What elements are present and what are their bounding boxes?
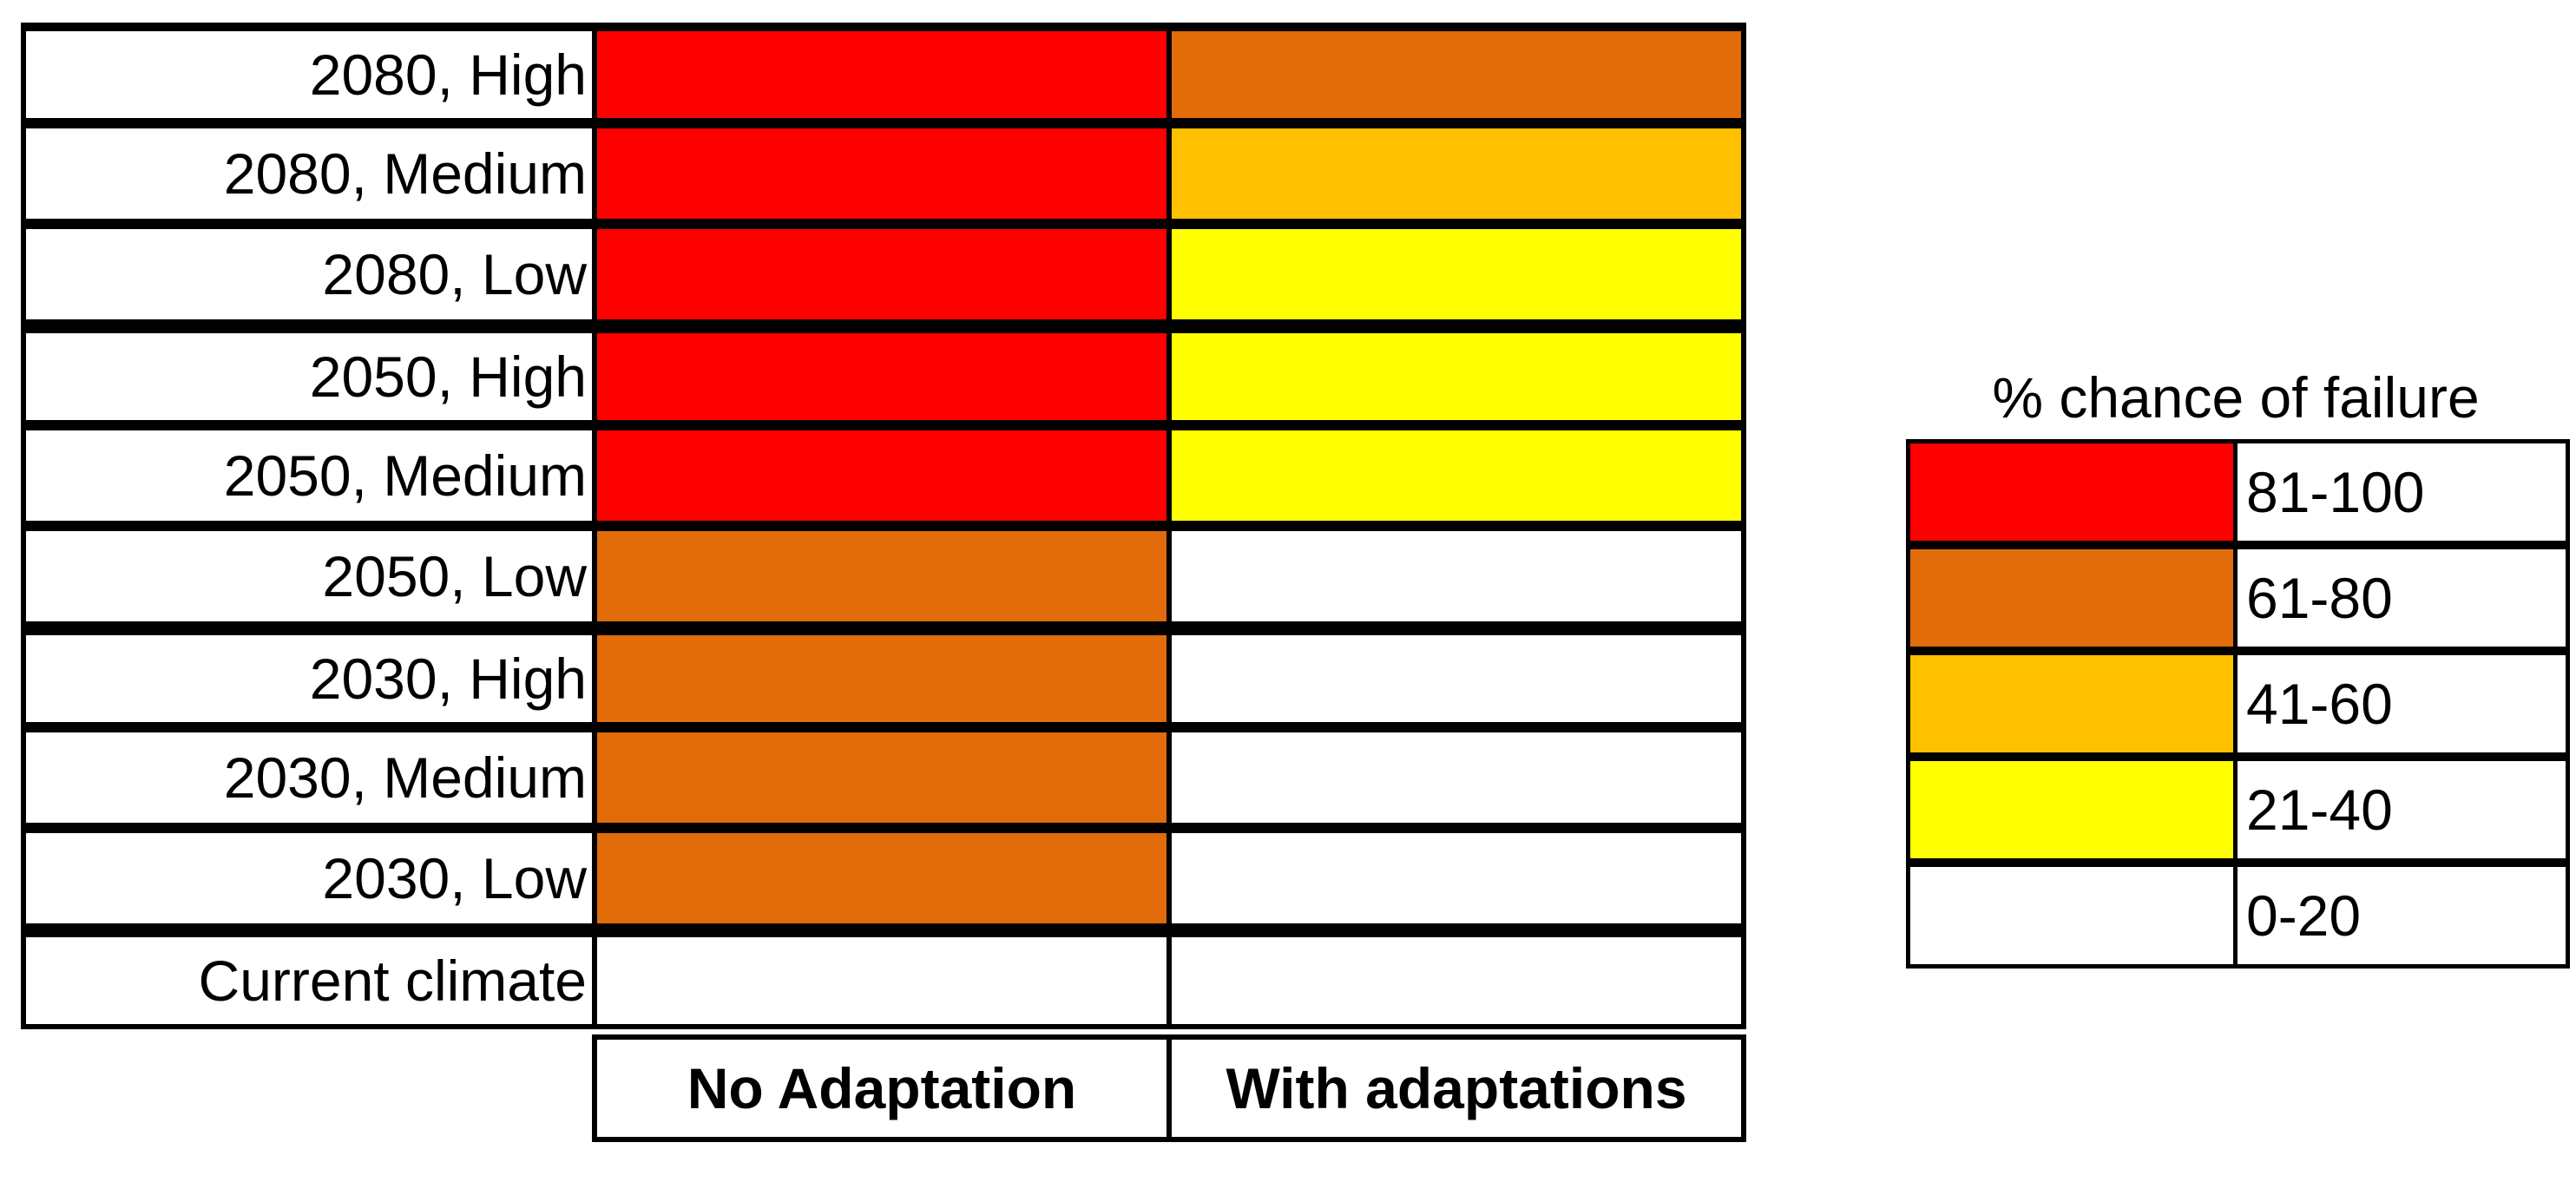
legend-title: % chance of failure — [1992, 365, 2480, 430]
heatmap-cell — [592, 325, 1172, 425]
legend: % chance of failure 81-100 61-80 41-60 21-4… — [1906, 356, 2570, 969]
column-label: With adaptations — [1166, 1034, 1746, 1142]
heatmap-cell — [1166, 325, 1746, 425]
heatmap-cell — [1166, 425, 1746, 526]
legend-row: 61-80 — [1906, 545, 2570, 651]
heatmap-cell — [592, 929, 1172, 1029]
matrix-row: 2080, High — [21, 23, 1746, 123]
row-label: 2080, High — [21, 23, 597, 123]
matrix-row: 2050, Medium — [21, 425, 1746, 526]
heatmap-cell — [1166, 123, 1746, 224]
row-label: 2050, Medium — [21, 425, 597, 526]
legend-row: 0-20 — [1906, 863, 2570, 969]
legend-swatch — [1906, 757, 2238, 863]
failure-matrix: 2080, High 2080, Medium 2080, Low 2050, Hig… — [21, 23, 1746, 1142]
legend-range-label: 0-20 — [2233, 863, 2570, 969]
heatmap-cell — [592, 23, 1172, 123]
heatmap-cell — [1166, 526, 1746, 627]
legend-row: 41-60 — [1906, 651, 2570, 757]
heatmap-cell — [1166, 224, 1746, 325]
matrix-row: 2030, Medium — [21, 727, 1746, 828]
heatmap-cell — [1166, 929, 1746, 1029]
heatmap-cell — [592, 828, 1172, 929]
row-label: 2080, Medium — [21, 123, 597, 224]
legend-swatch — [1906, 651, 2238, 757]
matrix-row: 2030, High — [21, 627, 1746, 727]
matrix-row: 2050, High — [21, 325, 1746, 425]
row-label: 2050, Low — [21, 526, 597, 627]
legend-range-label: 81-100 — [2233, 439, 2570, 545]
legend-swatch — [1906, 863, 2238, 969]
matrix-row: 2050, Low — [21, 526, 1746, 627]
legend-range-label: 21-40 — [2233, 757, 2570, 863]
heatmap-cell — [592, 224, 1172, 325]
matrix-row: 2080, Medium — [21, 123, 1746, 224]
heatmap-cell — [592, 526, 1172, 627]
legend-swatch — [1906, 439, 2238, 545]
heatmap-cell — [592, 627, 1172, 727]
heatmap-cell — [1166, 23, 1746, 123]
heatmap-cell — [1166, 627, 1746, 727]
matrix-row: Current climate — [21, 929, 1746, 1029]
heatmap-cell — [592, 727, 1172, 828]
row-label: Current climate — [21, 929, 597, 1029]
matrix-row: 2080, Low — [21, 224, 1746, 325]
row-label: 2030, High — [21, 627, 597, 727]
row-label: 2030, Low — [21, 828, 597, 929]
row-label: 2050, High — [21, 325, 597, 425]
legend-range-label: 41-60 — [2233, 651, 2570, 757]
legend-row: 81-100 — [1906, 439, 2570, 545]
heatmap-cell — [1166, 828, 1746, 929]
legend-swatch — [1906, 545, 2238, 651]
column-label: No Adaptation — [592, 1034, 1172, 1142]
row-label: 2080, Low — [21, 224, 597, 325]
heatmap-cell — [592, 123, 1172, 224]
heatmap-cell — [592, 425, 1172, 526]
legend-row: 21-40 — [1906, 757, 2570, 863]
row-label: 2030, Medium — [21, 727, 597, 828]
legend-range-label: 61-80 — [2233, 545, 2570, 651]
heatmap-cell — [1166, 727, 1746, 828]
column-labels: No Adaptation With adaptations — [21, 1034, 1746, 1142]
matrix-row: 2030, Low — [21, 828, 1746, 929]
